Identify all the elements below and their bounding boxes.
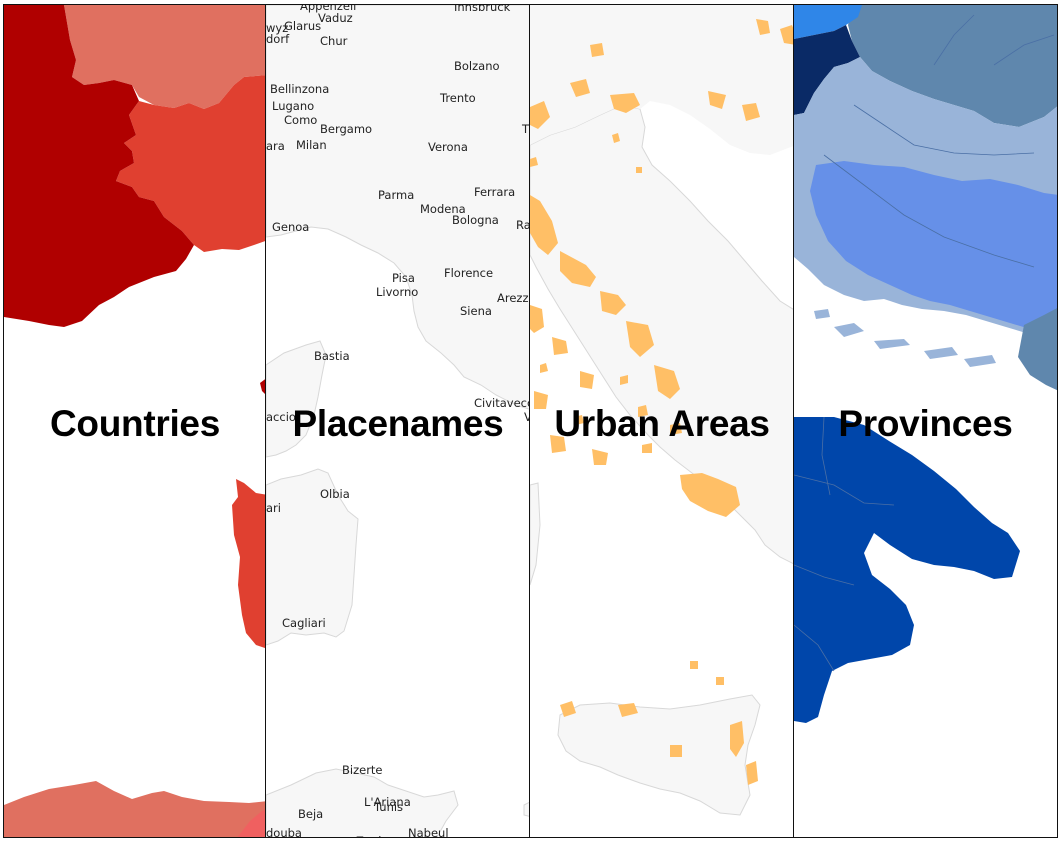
placename-label: T	[522, 122, 530, 136]
north-africa-region	[4, 781, 266, 837]
alps-land	[530, 5, 794, 155]
corsica-edge	[260, 378, 266, 395]
placename-label: Pisa	[392, 271, 415, 285]
switzerland-region	[64, 5, 266, 109]
placename-label: Bologna	[452, 213, 499, 227]
placename-label: Milan	[296, 138, 327, 152]
placename-label: Ferrara	[474, 185, 516, 199]
panel-title-countries: Countries	[50, 403, 220, 444]
switzerland-sky-region	[794, 5, 862, 39]
placename-label: Ra	[516, 218, 531, 232]
placenames-panel: Appenzell Innsbruck Vaduz Glarus wyz dor…	[265, 4, 531, 838]
placename-label: Genoa	[272, 220, 310, 234]
placename-label: Cagliari	[282, 616, 326, 630]
placename-label: Bellinzona	[270, 82, 330, 96]
placename-label: Chur	[320, 34, 348, 48]
sardinia-land	[266, 468, 359, 646]
placename-label: Vaduz	[318, 11, 353, 25]
tunisia-land	[266, 768, 459, 837]
province-borders	[794, 14, 1055, 672]
italy-north-region	[116, 75, 266, 252]
placenames-map	[266, 5, 530, 837]
bosnia-region	[810, 161, 1057, 329]
placename-label: ara	[266, 139, 285, 153]
placename-label: Bastia	[314, 349, 350, 363]
austria-region	[848, 5, 1057, 127]
mainland-land	[266, 5, 530, 410]
panel-title-urban-areas: Urban Areas	[554, 403, 770, 444]
provinces-map	[794, 5, 1057, 723]
italy-peninsula-land	[530, 104, 794, 565]
placename-label: Glarus	[284, 19, 322, 33]
tunisia-region	[237, 809, 266, 837]
placename-label: Tunis	[374, 800, 404, 814]
placename-label: Modena	[420, 202, 466, 216]
croatian-islands	[814, 309, 996, 367]
placename-label: Livorno	[376, 285, 419, 299]
placename-label: Parma	[378, 188, 415, 202]
placename-label: accio	[266, 410, 296, 424]
northwest-navy-region	[794, 25, 860, 115]
placename-label: Bizerte	[342, 763, 383, 777]
montenegro-region	[1018, 308, 1057, 391]
corsica-land	[266, 340, 327, 458]
panel-title-provinces: Provinces	[838, 403, 1013, 444]
placename-label: L'Ariana	[364, 795, 411, 809]
placename-label: ari	[266, 501, 281, 515]
placename-label: Bergamo	[320, 122, 373, 136]
sardinia-region	[232, 479, 266, 649]
placename-label: Olbia	[320, 487, 350, 501]
placename-label: wyz	[266, 21, 289, 35]
urban-areas-panel: Urban Areas	[529, 4, 795, 838]
placename-label: Verona	[428, 140, 468, 154]
southern-italy-region	[794, 417, 1020, 723]
placename-label: V	[524, 411, 530, 423]
placename-label: Zaghouan	[356, 835, 414, 837]
countries-panel: Countries	[3, 4, 267, 838]
placename-label: Bolzano	[454, 59, 500, 73]
placename-label: Innsbruck	[454, 4, 511, 14]
urban-areas-map	[530, 5, 794, 816]
placename-label: Lugano	[272, 99, 315, 113]
provinces-panel: Provinces	[793, 4, 1058, 838]
urban-area-patches	[530, 19, 794, 785]
placename-label: douba	[266, 826, 302, 838]
placename-label: Appenzell	[300, 4, 357, 13]
sardinia-edge	[530, 482, 541, 586]
placename-label: Siena	[460, 304, 492, 318]
placename-label: Nabeul	[408, 826, 449, 838]
placename-label: Trento	[440, 91, 476, 105]
map-comparison-figure: Countries Appenzell Innsbruck Vaduz Glar…	[3, 4, 1058, 838]
placename-label: Como	[284, 113, 318, 127]
placename-label: Florence	[444, 266, 494, 280]
countries-map	[4, 5, 266, 837]
placename-label: Beja	[298, 807, 324, 821]
placename-label: Arezzo	[497, 291, 530, 305]
sicily-land	[557, 694, 761, 816]
placename-label: Civitavecc	[474, 396, 531, 410]
panel-title-placenames: Placenames	[292, 403, 504, 444]
placename-label: dorf	[266, 32, 290, 46]
france-region	[4, 5, 194, 327]
